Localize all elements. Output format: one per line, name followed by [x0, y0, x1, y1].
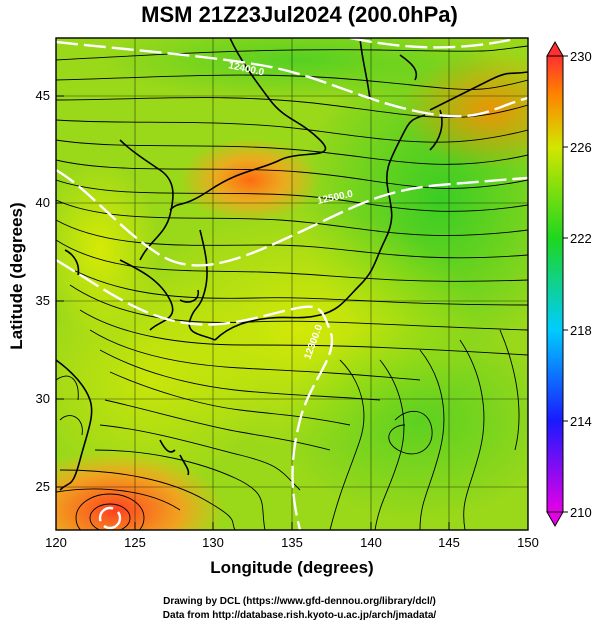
- temperature-field: 12400.0 12500.0 12300.0: [56, 38, 528, 530]
- colorbar-tick-label: 218: [570, 323, 592, 338]
- colorbar-gradient: [546, 55, 564, 513]
- colorbar-tick-label: 226: [570, 140, 592, 155]
- lon-tick-label: 130: [202, 535, 224, 550]
- lat-tick-label: 35: [36, 293, 50, 308]
- lat-tick-label: 40: [36, 195, 50, 210]
- colorbar-tick-label: 222: [570, 231, 592, 246]
- x-axis-label: Longitude (degrees): [210, 558, 374, 577]
- lat-tick-labels: 25 30 35 40 45: [36, 88, 50, 494]
- lon-tick-label: 120: [45, 535, 67, 550]
- colorbar-max-arrow: [546, 40, 564, 57]
- lon-tick-labels: 120 125 130 135 140 145 150: [45, 535, 539, 550]
- lon-tick-label: 150: [517, 535, 539, 550]
- lon-tick-label: 140: [360, 535, 382, 550]
- height-contours: [56, 38, 528, 530]
- chart-title: MSM 21Z23Jul2024 (200.0hPa): [141, 2, 458, 27]
- colorbar-min-arrow: [546, 511, 564, 528]
- lon-tick-label: 145: [438, 535, 460, 550]
- lon-tick-label: 125: [124, 535, 146, 550]
- colorbar: 230 226 222 218 214 210: [546, 40, 592, 528]
- colorbar-tick-label: 210: [570, 505, 592, 520]
- lat-tick-label: 45: [36, 88, 50, 103]
- lon-tick-label: 135: [281, 535, 303, 550]
- colorbar-tick-label: 230: [570, 49, 592, 64]
- lat-tick-label: 25: [36, 479, 50, 494]
- streamlines: [56, 45, 528, 530]
- y-axis-label: Latitude (degrees): [7, 202, 26, 350]
- coastlines: [56, 38, 528, 491]
- axis-tick-marks: [55, 95, 529, 530]
- lat-tick-label: 30: [36, 391, 50, 406]
- credit-drawing: Drawing by DCL (https://www.gfd-dennou.o…: [163, 596, 436, 607]
- credit-data: Data from http://database.rish.kyoto-u.a…: [162, 610, 437, 621]
- colorbar-tick-label: 214: [570, 414, 592, 429]
